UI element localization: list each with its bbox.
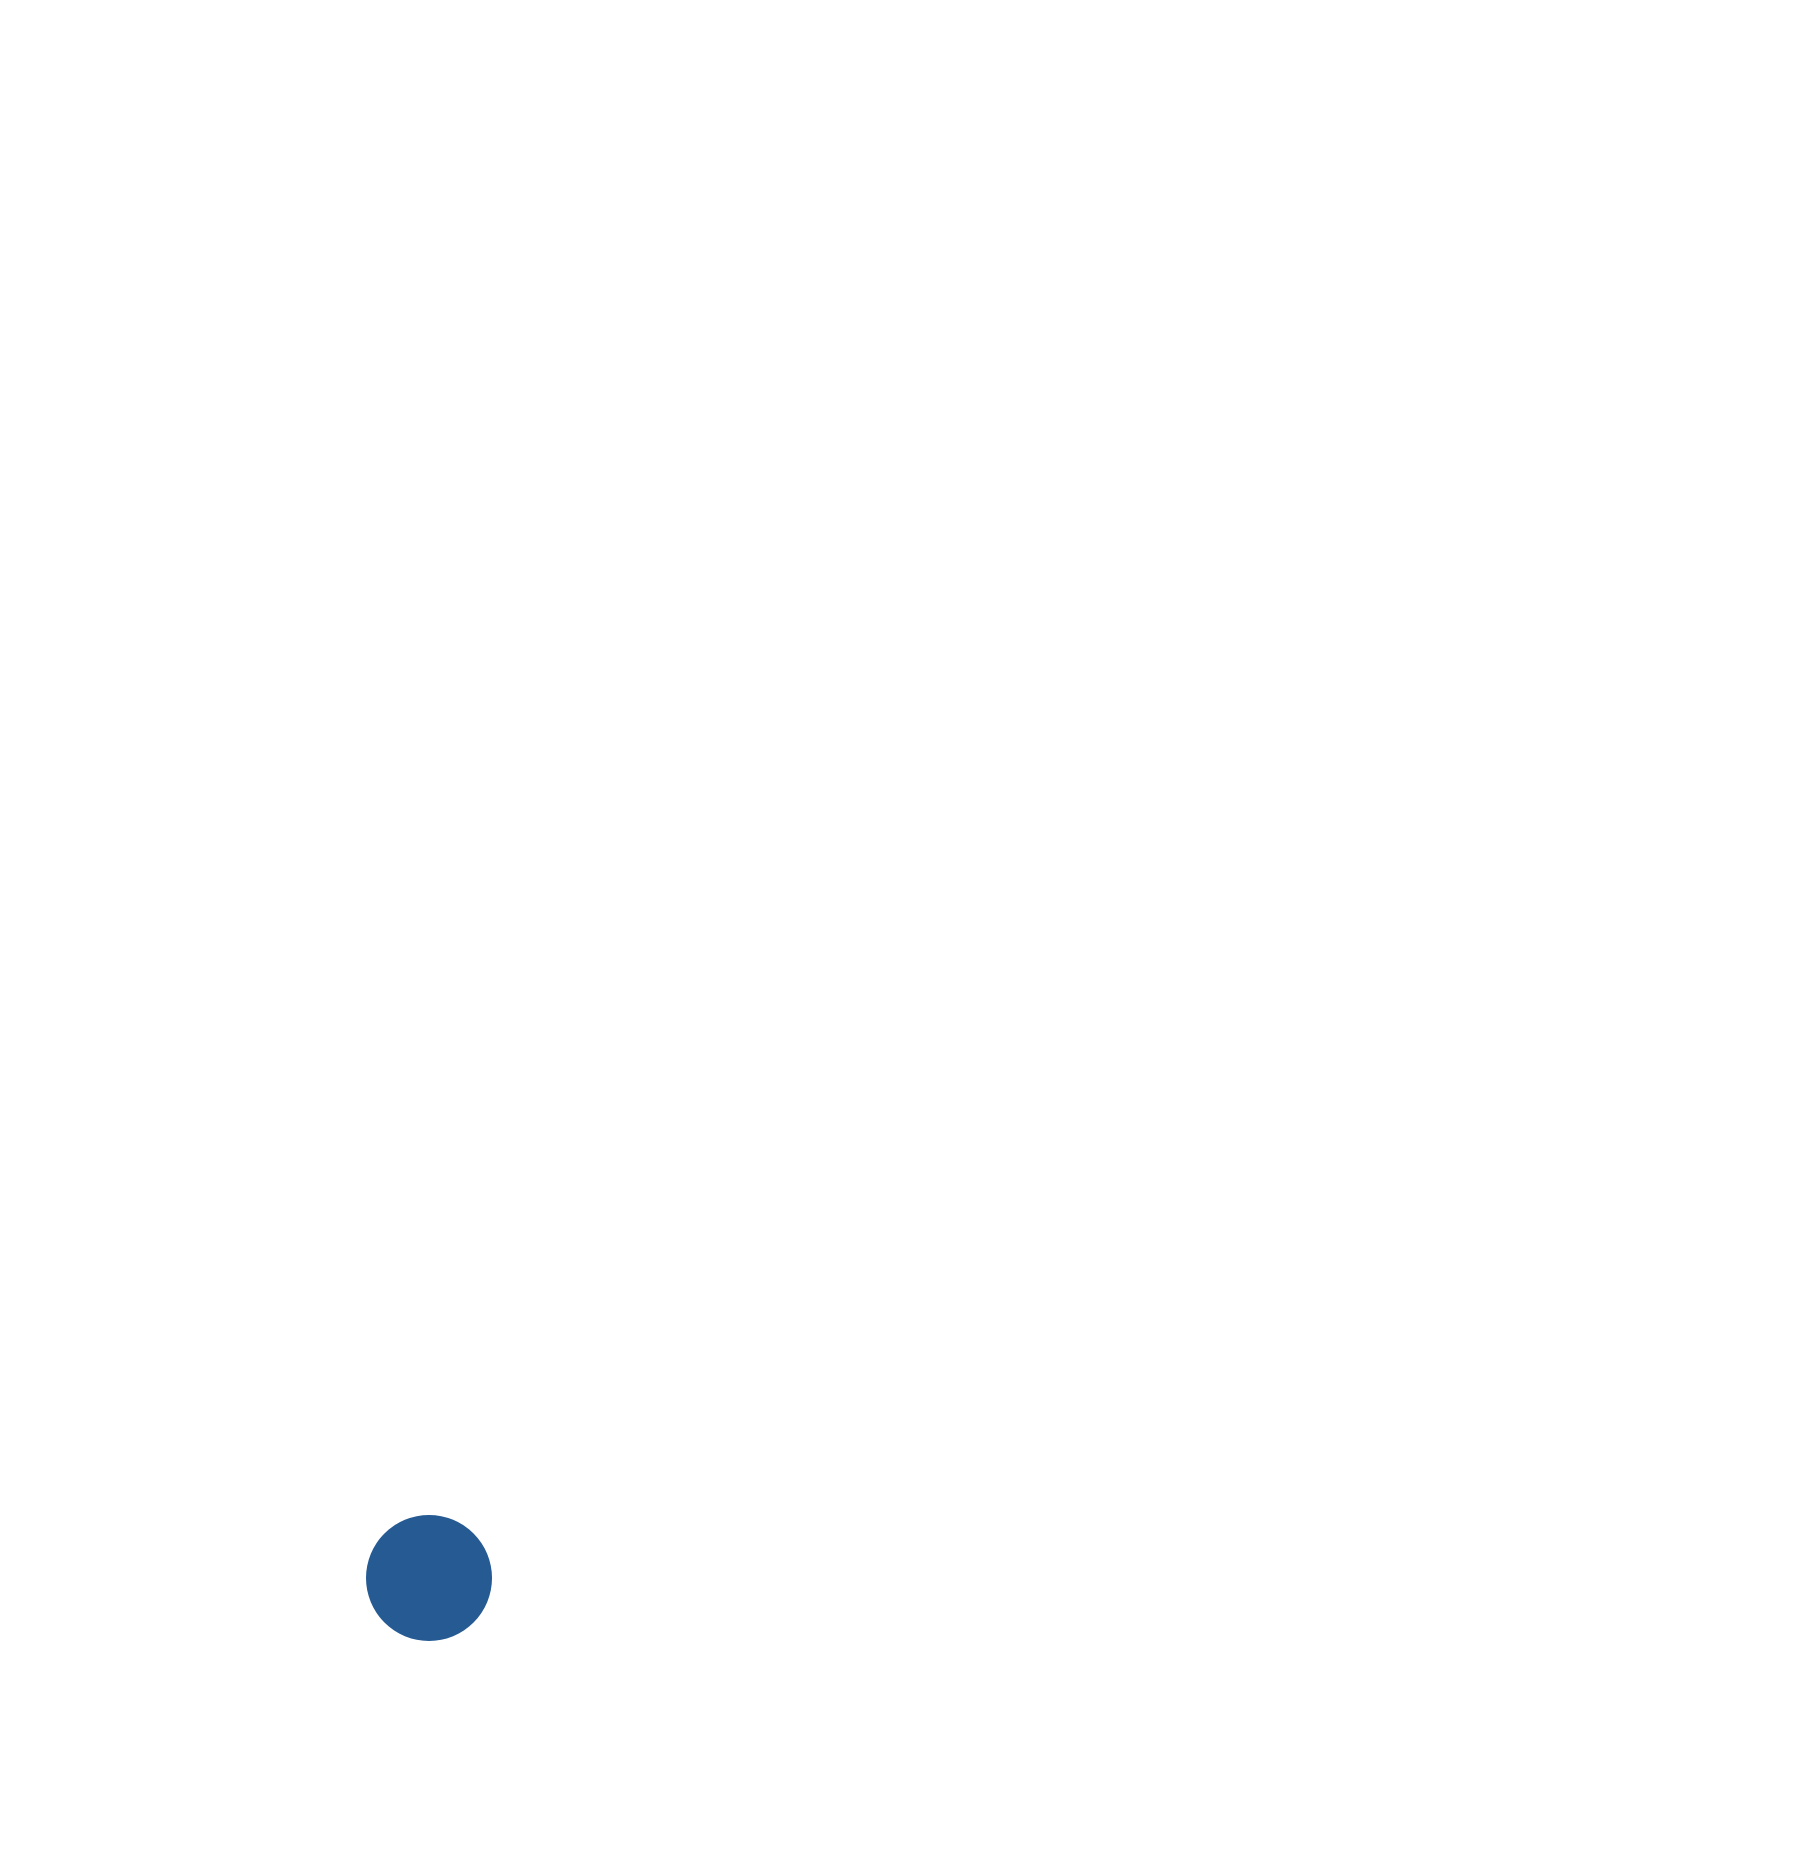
just-capital-logo xyxy=(366,1515,492,1641)
logo-circle xyxy=(366,1515,492,1641)
average-return-chart xyxy=(366,1515,492,1641)
